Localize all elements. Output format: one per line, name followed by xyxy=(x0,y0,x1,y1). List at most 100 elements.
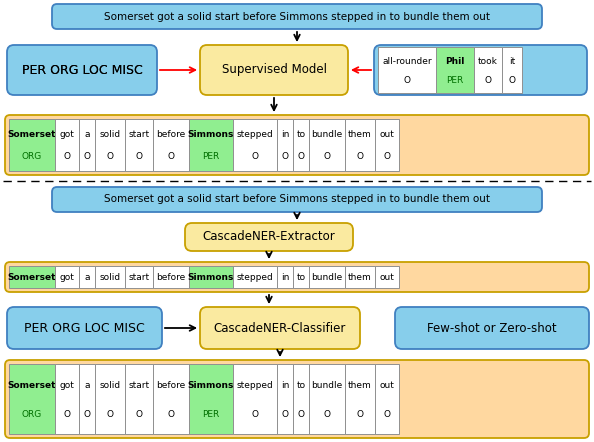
Bar xyxy=(153,266,189,288)
Bar xyxy=(375,119,399,171)
Text: O: O xyxy=(64,152,71,161)
FancyBboxPatch shape xyxy=(200,45,348,95)
Text: O: O xyxy=(324,410,330,419)
Text: Somerset got a solid start before Simmons stepped in to bundle them out: Somerset got a solid start before Simmon… xyxy=(104,194,490,205)
Text: bundle: bundle xyxy=(311,381,343,389)
Bar xyxy=(153,364,189,434)
Text: Somerset: Somerset xyxy=(8,381,56,389)
Text: O: O xyxy=(64,410,71,419)
Text: Simmons: Simmons xyxy=(188,130,234,139)
FancyBboxPatch shape xyxy=(52,187,542,212)
Text: O: O xyxy=(508,76,516,84)
Bar xyxy=(79,266,95,288)
Text: a: a xyxy=(84,130,90,139)
Text: PER ORG LOC MISC: PER ORG LOC MISC xyxy=(21,64,143,76)
Text: O: O xyxy=(356,152,364,161)
Bar xyxy=(125,266,153,288)
Text: start: start xyxy=(128,130,150,139)
Text: before: before xyxy=(156,381,185,389)
Text: before: before xyxy=(156,273,185,282)
Text: stepped: stepped xyxy=(236,381,273,389)
Bar xyxy=(277,364,293,434)
Bar xyxy=(293,266,309,288)
Bar xyxy=(233,119,277,171)
Text: O: O xyxy=(485,76,491,84)
Text: Somerset got a solid start before Simmons stepped in to bundle them out: Somerset got a solid start before Simmon… xyxy=(104,11,490,22)
Bar xyxy=(125,119,153,171)
Text: O: O xyxy=(282,152,289,161)
Text: Simmons: Simmons xyxy=(188,381,234,389)
Text: CascadeNER-Classifier: CascadeNER-Classifier xyxy=(214,321,346,335)
FancyBboxPatch shape xyxy=(7,307,162,349)
Bar xyxy=(474,47,502,93)
Text: them: them xyxy=(348,130,372,139)
Text: in: in xyxy=(281,273,289,282)
FancyBboxPatch shape xyxy=(5,262,589,292)
Text: Simmons: Simmons xyxy=(188,273,234,282)
Text: in: in xyxy=(281,381,289,389)
Text: start: start xyxy=(128,381,150,389)
Text: PER: PER xyxy=(446,76,464,84)
Bar xyxy=(9,364,55,434)
Text: to: to xyxy=(296,273,305,282)
Text: ORG: ORG xyxy=(22,410,42,419)
Text: got: got xyxy=(59,130,74,139)
Text: out: out xyxy=(380,381,394,389)
Text: got: got xyxy=(59,381,74,389)
Text: O: O xyxy=(384,410,390,419)
Text: stepped: stepped xyxy=(236,130,273,139)
Text: in: in xyxy=(281,130,289,139)
Text: O: O xyxy=(298,410,305,419)
Text: bundle: bundle xyxy=(311,273,343,282)
Text: Phil: Phil xyxy=(446,57,465,66)
FancyBboxPatch shape xyxy=(52,4,542,29)
FancyBboxPatch shape xyxy=(395,307,589,349)
Bar xyxy=(125,364,153,434)
Text: Supervised Model: Supervised Model xyxy=(222,64,327,76)
Bar xyxy=(436,47,474,93)
Bar xyxy=(345,364,375,434)
Text: O: O xyxy=(84,410,90,419)
Text: PER: PER xyxy=(203,152,220,161)
Bar xyxy=(309,364,345,434)
Bar xyxy=(189,266,233,288)
Bar xyxy=(95,119,125,171)
Text: O: O xyxy=(135,410,143,419)
Text: a: a xyxy=(84,273,90,282)
Text: a: a xyxy=(84,381,90,389)
Text: O: O xyxy=(282,410,289,419)
Bar xyxy=(309,119,345,171)
Text: before: before xyxy=(156,130,185,139)
Text: bundle: bundle xyxy=(311,130,343,139)
Text: O: O xyxy=(403,76,410,84)
Bar xyxy=(293,364,309,434)
Bar xyxy=(55,364,79,434)
Text: O: O xyxy=(356,410,364,419)
Bar xyxy=(95,266,125,288)
Bar xyxy=(277,119,293,171)
Bar xyxy=(189,364,233,434)
FancyBboxPatch shape xyxy=(200,307,360,349)
Text: them: them xyxy=(348,381,372,389)
Bar xyxy=(9,266,55,288)
Bar xyxy=(189,119,233,171)
Text: Somerset: Somerset xyxy=(8,273,56,282)
Bar xyxy=(9,119,55,171)
Text: O: O xyxy=(135,152,143,161)
Text: PER ORG LOC MISC: PER ORG LOC MISC xyxy=(24,321,144,335)
Text: solid: solid xyxy=(99,273,121,282)
Text: stepped: stepped xyxy=(236,273,273,282)
Text: out: out xyxy=(380,130,394,139)
Text: O: O xyxy=(106,410,113,419)
Text: got: got xyxy=(59,273,74,282)
Bar xyxy=(375,364,399,434)
Text: it: it xyxy=(509,57,515,66)
Text: O: O xyxy=(168,152,175,161)
Bar xyxy=(153,119,189,171)
Bar xyxy=(55,119,79,171)
Bar xyxy=(79,119,95,171)
Bar xyxy=(95,364,125,434)
Text: PER: PER xyxy=(203,410,220,419)
Text: O: O xyxy=(84,152,90,161)
Text: to: to xyxy=(296,381,305,389)
